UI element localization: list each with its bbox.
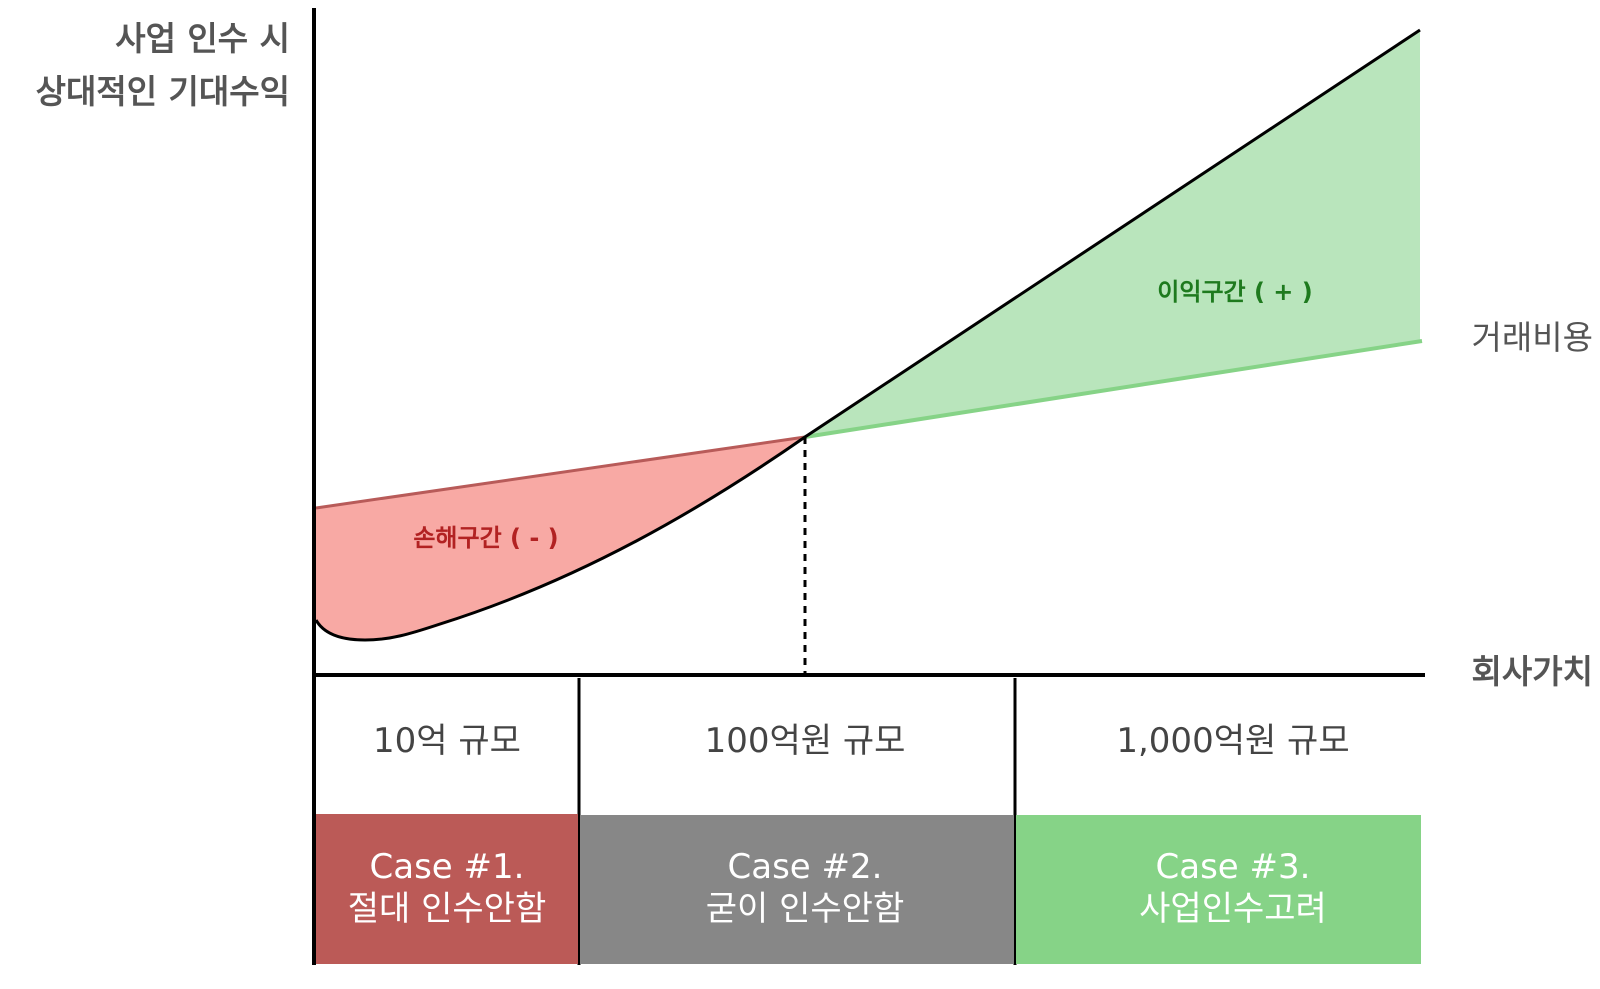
x-axis-label: 회사가치 [1472, 652, 1593, 691]
case-box-3 [1016, 815, 1421, 964]
case-1-title: Case #1. [370, 847, 525, 887]
loss-cost-line [315, 435, 806, 510]
expected-return-curve [314, 28, 1421, 642]
case-3-desc: 사업인수고려 [1139, 889, 1327, 929]
y-axis-label-line-2: 상대적인 기대수익 [36, 72, 290, 111]
case-2-desc: 굳이 인수안함 [706, 889, 905, 929]
case-box-1 [316, 814, 578, 964]
scale-label-10: 10억 규모 [373, 721, 521, 761]
case-2-title: Case #2. [728, 847, 883, 887]
transaction-cost-line [804, 339, 1423, 439]
y-axis-label-line-1: 사업 인수 시 [115, 19, 290, 58]
scale-label-100: 100억원 규모 [705, 721, 906, 761]
profit-zone-label: 이익구간 ( + ) [1157, 278, 1312, 306]
loss-zone-label: 손해구간 ( - ) [413, 524, 558, 552]
case-box-2 [580, 815, 1014, 964]
loss-zone-area [315, 437, 805, 641]
scale-label-1000: 1,000억원 규모 [1116, 721, 1349, 761]
transaction-cost-label: 거래비용 [1472, 318, 1593, 357]
case-3-title: Case #3. [1156, 847, 1311, 887]
case-1-desc: 절대 인수안함 [348, 889, 547, 929]
